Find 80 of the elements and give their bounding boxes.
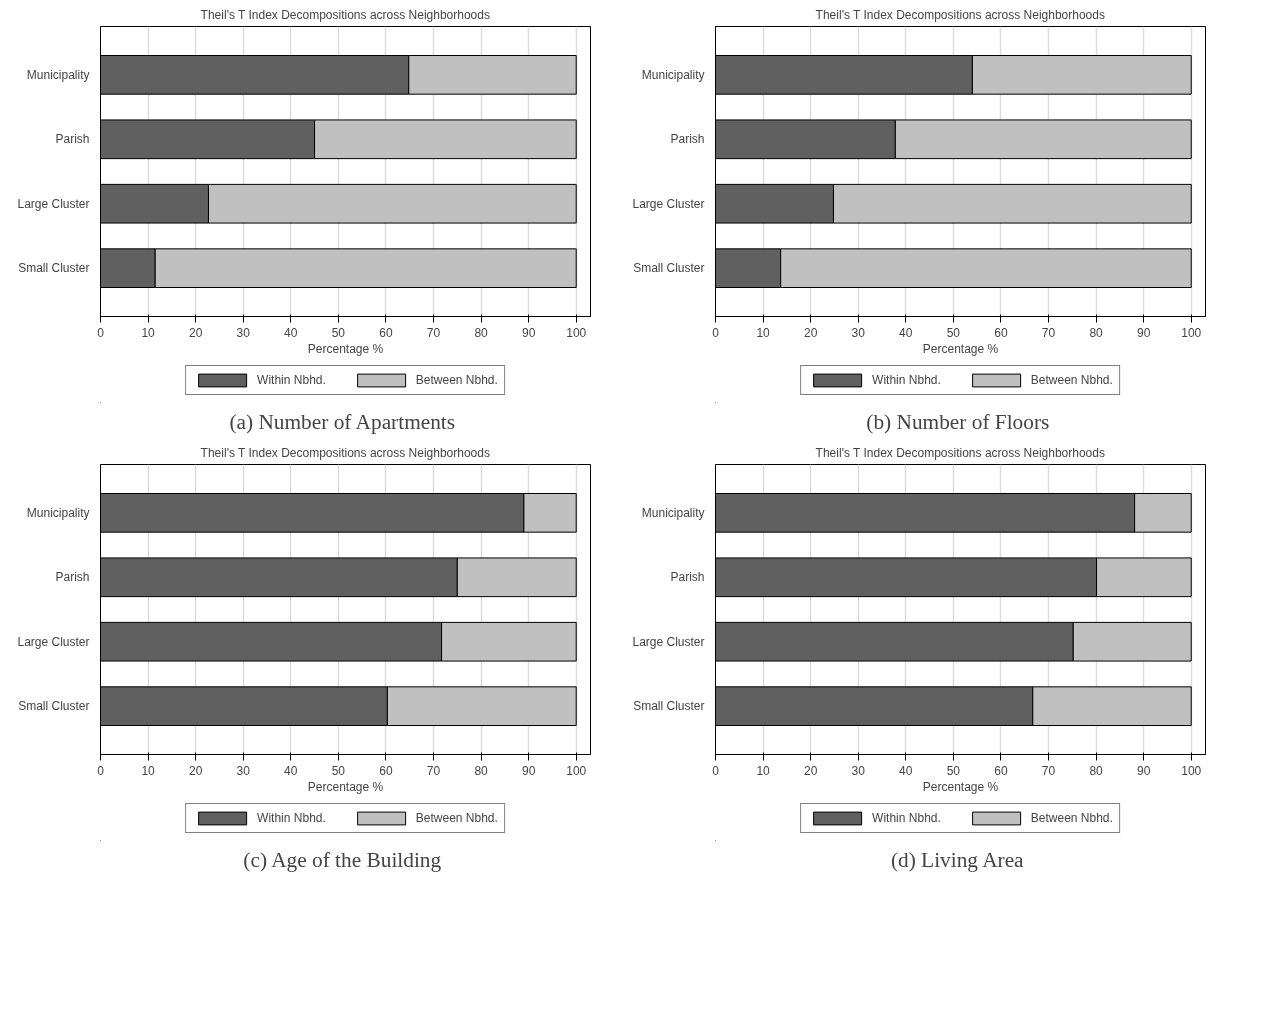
x-tick-label: 0 xyxy=(712,325,720,340)
y-tick-label: Large Cluster xyxy=(17,634,90,649)
chart-title: Theil's T Index Decompositions across Neighborhoods xyxy=(200,445,490,460)
x-axis-title: Percentage % xyxy=(922,779,999,794)
x-tick-label: 70 xyxy=(1041,763,1056,778)
x-tick-label: 80 xyxy=(1089,763,1104,778)
x-tick-label: 10 xyxy=(141,325,156,340)
x-tick-label: 90 xyxy=(1136,763,1151,778)
x-tick-label: 80 xyxy=(474,325,489,340)
x-tick-label: 40 xyxy=(284,325,298,340)
chart-title: Theil's T Index Decompositions across Neighborhoods xyxy=(200,7,490,22)
x-tick-label: 100 xyxy=(1181,325,1202,340)
x-tick-label: 60 xyxy=(379,325,393,340)
x-tick-label: 60 xyxy=(994,763,1008,778)
x-tick-label: 70 xyxy=(426,325,441,340)
text: (c) Age of the Building xyxy=(243,847,442,872)
y-tick-label: Municipality xyxy=(641,67,705,82)
x-tick-label: 100 xyxy=(566,763,587,778)
text: (d) Living Area xyxy=(890,847,1025,872)
x-tick-label: 10 xyxy=(756,763,771,778)
y-tick-label: Municipality xyxy=(26,505,90,520)
x-tick-label: 40 xyxy=(899,325,913,340)
text: (a) Number of Apartments xyxy=(229,409,456,434)
legend-label: Between Nbhd. xyxy=(1030,811,1113,825)
x-tick-label: 30 xyxy=(236,325,251,340)
text: (b) Number of Floors xyxy=(866,409,1050,434)
y-tick-label: Parish xyxy=(670,132,705,147)
legend-label: Within Nbhd. xyxy=(872,373,941,387)
y-tick-label: Parish xyxy=(55,132,90,147)
x-tick-label: 90 xyxy=(521,325,536,340)
x-tick-label: 0 xyxy=(712,763,720,778)
x-tick-label: 70 xyxy=(426,763,441,778)
x-axis-title: Percentage % xyxy=(307,779,384,794)
x-tick-label: 30 xyxy=(236,763,251,778)
x-tick-label: 90 xyxy=(521,763,536,778)
y-tick-label: Municipality xyxy=(26,67,90,82)
x-tick-label: 90 xyxy=(1136,325,1151,340)
legend-label: Within Nbhd. xyxy=(872,811,941,825)
x-tick-label: 80 xyxy=(1089,325,1104,340)
x-tick-label: 10 xyxy=(756,325,771,340)
x-tick-label: 50 xyxy=(331,763,346,778)
x-tick-label: 80 xyxy=(474,763,489,778)
x-tick-label: 100 xyxy=(566,325,587,340)
y-tick-label: Large Cluster xyxy=(632,634,705,649)
legend-label: Between Nbhd. xyxy=(1030,373,1113,387)
x-tick-label: 30 xyxy=(851,325,866,340)
y-tick-label: Parish xyxy=(670,570,705,585)
y-tick-label: Parish xyxy=(55,570,90,585)
y-tick-label: Municipality xyxy=(641,505,705,520)
legend-label: Within Nbhd. xyxy=(257,373,326,387)
x-tick-label: 10 xyxy=(141,763,156,778)
x-tick-label: 0 xyxy=(97,763,105,778)
y-tick-label: Large Cluster xyxy=(17,196,90,211)
x-tick-label: 100 xyxy=(1181,763,1202,778)
x-tick-label: 60 xyxy=(994,325,1008,340)
x-tick-label: 70 xyxy=(1041,325,1056,340)
chart-title: Theil's T Index Decompositions across Neighborhoods xyxy=(815,445,1105,460)
x-axis-title: Percentage % xyxy=(307,341,384,356)
x-tick-label: 20 xyxy=(803,763,818,778)
x-tick-label: 20 xyxy=(188,325,203,340)
y-tick-label: Small Cluster xyxy=(633,699,705,714)
x-tick-label: 20 xyxy=(803,325,818,340)
x-tick-label: 40 xyxy=(284,763,298,778)
x-tick-label: 30 xyxy=(851,763,866,778)
x-tick-label: 0 xyxy=(97,325,105,340)
chart-title: Theil's T Index Decompositions across Neighborhoods xyxy=(815,7,1105,22)
legend-label: Between Nbhd. xyxy=(415,373,498,387)
x-tick-label: 40 xyxy=(899,763,913,778)
y-tick-label: Small Cluster xyxy=(633,261,705,276)
x-tick-label: 60 xyxy=(379,763,393,778)
x-tick-label: 50 xyxy=(946,763,961,778)
x-tick-label: 50 xyxy=(946,325,961,340)
y-tick-label: Small Cluster xyxy=(18,261,90,276)
y-tick-label: Small Cluster xyxy=(18,699,90,714)
x-tick-label: 50 xyxy=(331,325,346,340)
legend-label: Within Nbhd. xyxy=(257,811,326,825)
x-axis-title: Percentage % xyxy=(922,341,999,356)
x-tick-label: 20 xyxy=(188,763,203,778)
legend-label: Between Nbhd. xyxy=(415,811,498,825)
y-tick-label: Large Cluster xyxy=(632,196,705,211)
